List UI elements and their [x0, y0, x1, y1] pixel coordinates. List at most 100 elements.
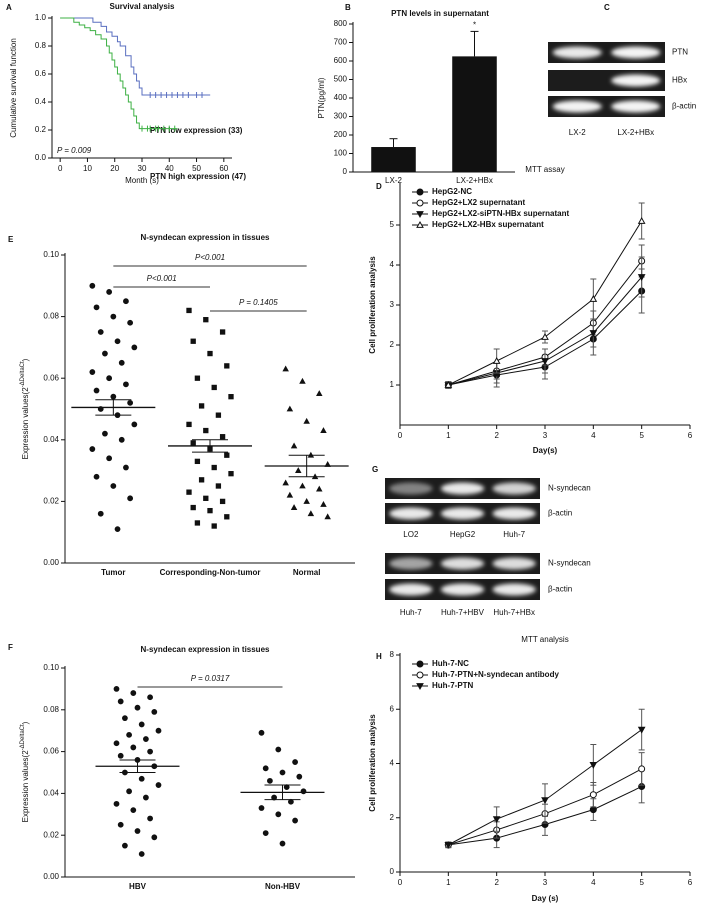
marker: [215, 483, 222, 489]
marker: [143, 794, 149, 801]
y-tick-label: 600: [334, 56, 348, 65]
y-tick-label: 6: [390, 704, 395, 713]
gel-band: [440, 482, 485, 495]
marker: [147, 748, 154, 755]
y-tick-label: 800: [334, 19, 348, 28]
marker: [147, 694, 154, 701]
marker: [638, 765, 646, 773]
gel-lane-label: Huh-7+HBV: [441, 608, 485, 617]
marker: [186, 421, 192, 428]
marker: [637, 216, 646, 224]
gel-lane-label: Huh-7+HBx: [493, 608, 535, 617]
gel-band: [440, 507, 485, 520]
y-tick-label: 2: [390, 813, 395, 822]
marker: [444, 380, 453, 388]
panel-label: H: [376, 652, 382, 661]
panel-label: D: [376, 182, 382, 191]
y-tick-label: 4: [390, 260, 395, 269]
marker: [126, 788, 133, 795]
gel-lane-label: HepG2: [450, 530, 476, 539]
marker: [228, 471, 234, 477]
marker: [292, 817, 299, 824]
y-tick-label: 0.8: [35, 41, 47, 50]
marker: [130, 690, 137, 696]
marker: [290, 504, 298, 510]
gel-row-label: N-syndecan: [548, 484, 591, 493]
x-tick-label: 60: [219, 164, 228, 173]
y-tick-label: 1.0: [35, 13, 47, 22]
gel-lane-label: Huh-7: [503, 530, 525, 539]
y-tick-label: 0.4: [35, 97, 47, 106]
marker: [102, 350, 108, 357]
marker: [316, 485, 323, 492]
x-tick-label: 6: [688, 878, 693, 887]
x-tick-label: LX-2+HBx: [456, 176, 493, 185]
y-tick-label: 8: [390, 650, 395, 659]
marker: [93, 304, 100, 311]
marker: [186, 489, 192, 495]
marker: [258, 729, 265, 736]
marker: [118, 436, 125, 443]
marker: [143, 736, 149, 742]
marker: [123, 464, 129, 471]
x-tick-label: 30: [138, 164, 147, 173]
y-tick-label: 0.0: [35, 153, 47, 162]
gel-row-label: PTN: [672, 48, 688, 57]
marker: [211, 523, 217, 529]
x-tick-label: 2: [494, 431, 499, 440]
y-axis-label-sup: -ΔDeltaCt: [20, 724, 26, 750]
marker: [186, 307, 192, 314]
y-tick-label: 0.04: [43, 435, 59, 444]
legend-marker: [416, 683, 424, 691]
y-tick-label: 0.00: [43, 558, 59, 567]
gel-band: [492, 557, 536, 570]
marker: [130, 744, 137, 751]
marker: [224, 514, 230, 520]
marker: [589, 791, 597, 799]
marker: [290, 442, 298, 449]
marker: [138, 721, 145, 728]
marker: [203, 317, 209, 323]
gel-band: [552, 100, 602, 113]
curve-label: PTN low expression (33): [150, 126, 243, 135]
y-axis-label-sup: -ΔDeltaCt: [20, 361, 26, 387]
marker: [219, 498, 226, 505]
bar: [371, 147, 416, 172]
y-axis-label: PTN(pg/ml): [317, 77, 326, 118]
marker: [303, 417, 310, 424]
y-tick-label: 3: [390, 300, 395, 309]
x-tick-label: 5: [639, 878, 644, 887]
survival-curve: [60, 17, 178, 130]
marker: [219, 434, 226, 440]
x-tick-label: 0: [398, 431, 403, 440]
marker: [110, 313, 117, 320]
legend-label: HepG2+LX2-HBx supernatant: [432, 220, 544, 229]
marker: [299, 377, 306, 384]
chart-title: PTN levels in supernatant: [391, 9, 489, 18]
marker: [151, 708, 158, 715]
y-axis-label-end: ): [21, 721, 30, 724]
marker: [492, 816, 501, 824]
marker: [151, 834, 158, 841]
gel-lane-label: LX-2+HBx: [617, 128, 654, 137]
chart-title: Survival analysis: [110, 2, 175, 11]
marker: [138, 851, 145, 857]
y-axis-label: Cumulative survival function: [9, 38, 18, 138]
marker: [113, 686, 120, 692]
y-axis-label: Cell proliferation analysis: [368, 256, 377, 354]
gel-band: [389, 583, 433, 596]
legend-marker: [416, 220, 424, 228]
marker: [118, 359, 125, 366]
y-tick-label: 0.02: [43, 497, 59, 506]
curve-label: PTN high expression (47): [150, 172, 246, 181]
y-tick-label: 400: [334, 93, 348, 102]
marker: [127, 399, 134, 406]
marker: [203, 427, 209, 434]
marker: [147, 815, 154, 822]
gel-band: [492, 583, 536, 596]
marker: [114, 526, 121, 533]
bar: [452, 56, 497, 172]
y-tick-label: 4: [390, 759, 395, 768]
marker: [106, 289, 113, 295]
y-axis-label-main: Cumulative survival function: [9, 38, 18, 138]
